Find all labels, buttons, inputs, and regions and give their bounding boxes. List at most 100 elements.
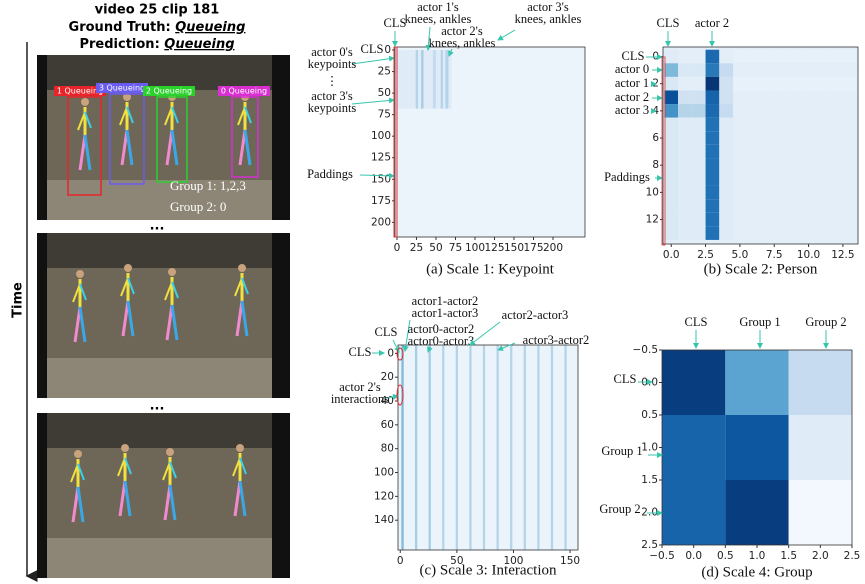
heatmap-stripe: [415, 50, 419, 109]
x-tick-label: 0: [397, 555, 404, 567]
heatmap-cell: [774, 212, 788, 227]
heatmap-cell: [746, 185, 761, 200]
person-arm: [119, 106, 128, 126]
heatmap-cell: [719, 131, 734, 145]
heatmap-cell: [678, 171, 692, 186]
person-leg: [238, 129, 247, 166]
frame-shade: [37, 413, 290, 448]
annotation: Paddings: [307, 167, 353, 181]
heatmap-cell: [801, 226, 816, 240]
ground-truth-value: Queueing: [175, 20, 245, 35]
person-leg: [168, 484, 177, 521]
heatmap-cell: [719, 158, 734, 172]
heatmap-cell: [760, 171, 775, 186]
heatmap-cell: [705, 226, 720, 240]
heatmap-cell: [815, 212, 830, 227]
person-arm: [77, 111, 86, 131]
bounding-box: [156, 96, 188, 183]
y-tick-label: 120: [374, 490, 394, 502]
heatmap-cell: [664, 199, 679, 213]
heatmap-cell: [760, 117, 775, 132]
annotation: actor1-actor2: [412, 294, 479, 308]
heatmap-cell: [774, 226, 788, 240]
heatmap-stripe: [401, 345, 404, 550]
heatmap-cell: [662, 350, 726, 415]
x-tick-label: 2.5: [844, 550, 861, 562]
y-tick-label: 150: [371, 173, 391, 185]
heatmap-cell: [664, 90, 679, 105]
y-tick-label: 40: [381, 395, 394, 407]
heatmap-cell: [787, 63, 802, 77]
ellipsis: ...: [150, 219, 165, 234]
heatmap-cell: [842, 158, 857, 172]
heatmap-cell: [719, 171, 734, 186]
heatmap-cell: [842, 144, 857, 159]
person-arm: [239, 457, 247, 475]
heatmap-cell: [842, 131, 857, 145]
heatmap-stripe: [564, 345, 567, 550]
heatmap-cell: [664, 144, 679, 159]
person-arm: [164, 106, 173, 126]
person-arm: [244, 106, 252, 124]
heatmap-cell: [842, 212, 857, 227]
heatmap-cell: [760, 185, 775, 200]
heatmap-cell: [842, 199, 857, 213]
heatmap-cell: [829, 171, 843, 186]
heatmap-cell: [829, 63, 843, 77]
annotation: actor2-actor3: [502, 308, 569, 322]
heatmap-cell: [829, 104, 843, 118]
heatmap-cell: [678, 90, 692, 105]
heatmap-cell: [829, 144, 843, 159]
heatmap-cell: [801, 131, 816, 145]
highlight: [393, 46, 398, 238]
heatmap-cell: [705, 63, 720, 77]
annotation-arrow: [469, 321, 501, 346]
time-label: Time: [11, 282, 26, 318]
heatmap-cell: [746, 199, 761, 213]
annotation: keypoints: [308, 57, 357, 71]
y-tick-label: 140: [374, 514, 394, 526]
heatmap-cell: [801, 171, 816, 186]
annotation: CLS: [349, 345, 372, 359]
y-tick-label: 1.0: [641, 442, 658, 454]
heatmap-cell: [719, 212, 734, 227]
ellipsis: ...: [150, 399, 165, 414]
annotation: interactions: [331, 392, 389, 406]
frame-shade: [37, 233, 47, 398]
frame-floor: [47, 180, 272, 220]
heatmap-cell: [760, 63, 775, 77]
heatmap-cell: [787, 49, 802, 64]
heatmap-stripe: [469, 345, 472, 550]
heatmap-cell: [787, 185, 802, 200]
heatmap-cell: [842, 117, 857, 132]
box-label: 2 Queueing: [146, 87, 192, 96]
heatmap-cell: [678, 185, 692, 200]
annotation: CLS: [622, 49, 645, 63]
heatmap-cell: [760, 144, 775, 159]
heatmap-cell: [691, 104, 706, 118]
heatmap-cell: [760, 49, 775, 64]
heatmap-cell: [774, 104, 788, 118]
annotation: ⋮: [326, 74, 339, 88]
heatmap-cell: [801, 212, 816, 227]
heatmap-cell: [705, 90, 720, 105]
annotation-arrow: [425, 26, 432, 51]
heatmap-cell: [746, 212, 761, 227]
heatmap-cell: [691, 63, 706, 77]
heatmap-stripe: [442, 345, 445, 550]
x-tick-label: 0.0: [685, 550, 702, 562]
x-tick-label: 100: [465, 242, 485, 254]
person-leg: [126, 300, 135, 337]
heatmap-cell: [746, 117, 761, 132]
box-label-bg: [218, 86, 270, 96]
y-tick-label: 0: [387, 347, 394, 359]
person-leg: [235, 300, 244, 337]
frame-floor: [47, 538, 272, 578]
heatmap-cell: [664, 131, 679, 145]
annotation: actor 0's: [311, 45, 353, 59]
person-head: [121, 444, 129, 452]
heatmap-cell: [664, 49, 679, 64]
heatmap-cell: [829, 212, 843, 227]
heatmap-cell: [774, 49, 788, 64]
heatmap-cell: [733, 104, 747, 118]
